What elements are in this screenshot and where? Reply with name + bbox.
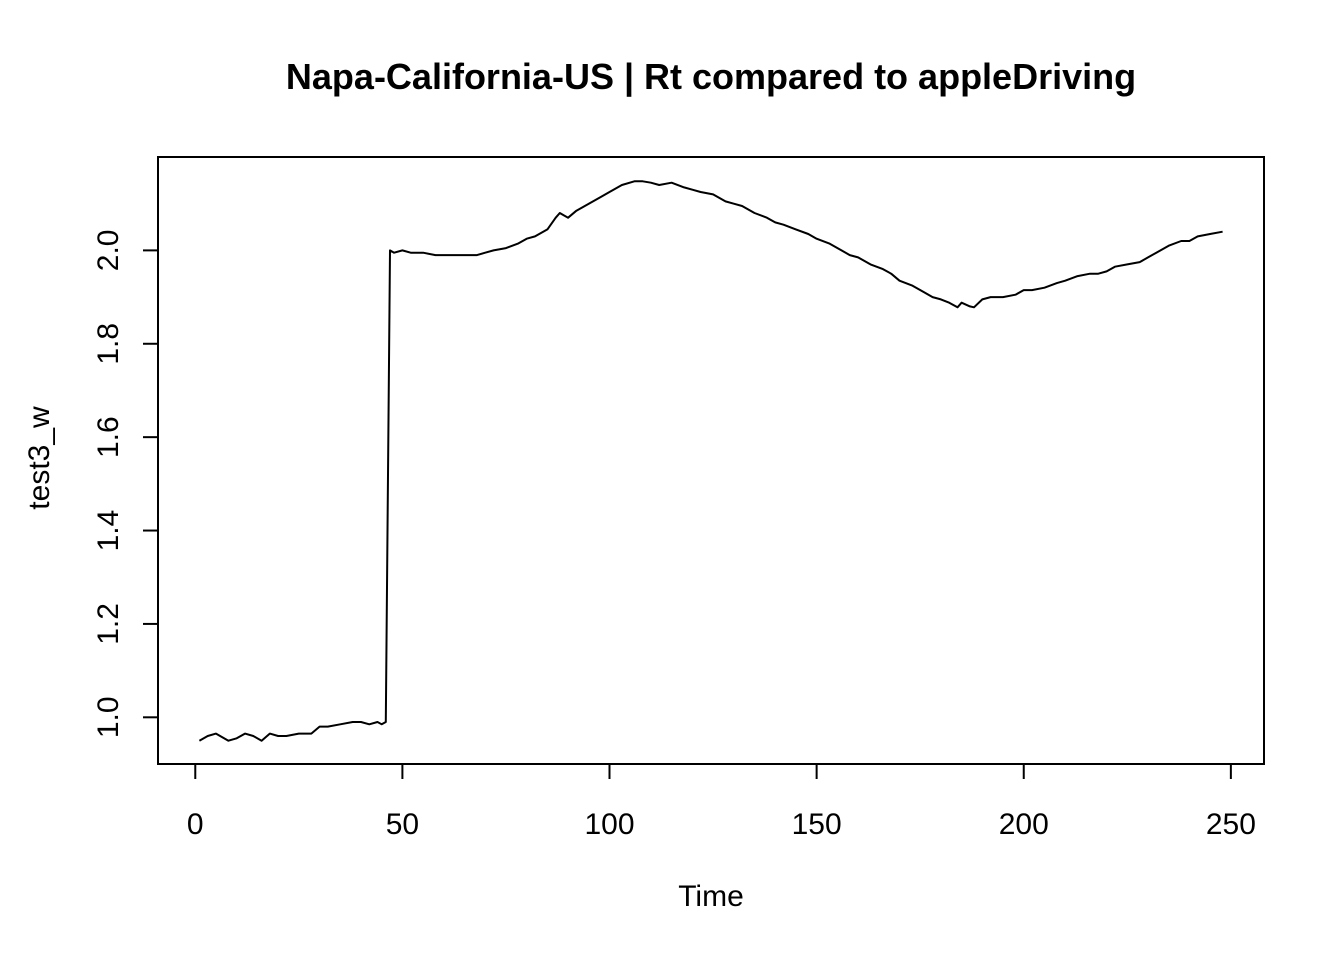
series-line [198, 180, 1223, 742]
y-tick-label: 2.0 [92, 230, 125, 272]
plot-frame [157, 156, 1265, 765]
x-tick-label: 100 [584, 808, 634, 841]
y-tick-label: 1.6 [92, 416, 125, 458]
x-tick-label: 250 [1206, 808, 1256, 841]
x-tick-label: 0 [187, 808, 204, 841]
y-axis: 1.0 1.2 1.4 1.6 1.8 2.0 [92, 230, 159, 738]
x-tick-label: 200 [999, 808, 1049, 841]
y-tick-label: 1.8 [92, 323, 125, 365]
x-axis: 0 50 100 150 200 250 [187, 763, 1256, 841]
x-tick-label: 150 [792, 808, 842, 841]
y-tick-label: 1.4 [92, 510, 125, 552]
chart-title: Napa-California-US | Rt compared to appl… [285, 56, 1137, 97]
y-axis-label: test3_w [23, 406, 56, 510]
y-tick-label: 1.2 [92, 603, 125, 645]
x-axis-label: Time [678, 880, 744, 913]
y-tick-label: 1.0 [92, 696, 125, 738]
x-tick-label: 50 [386, 808, 419, 841]
